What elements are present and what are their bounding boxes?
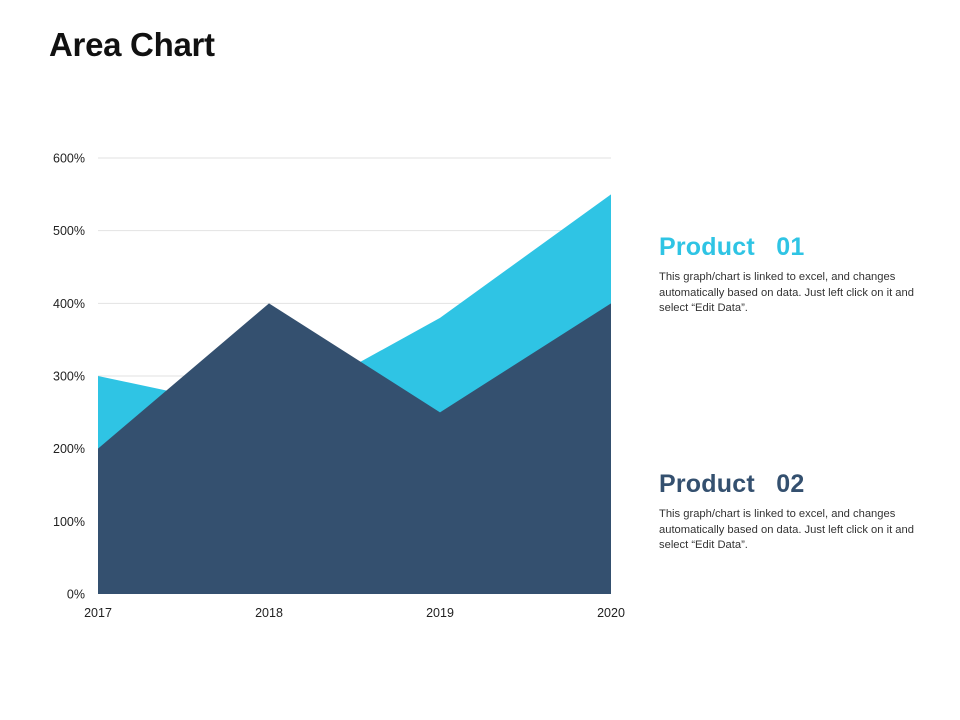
x-tick-label: 2019 xyxy=(426,606,454,620)
legend-description-product-01: This graph/chart is linked to excel, and… xyxy=(659,271,914,314)
legend-product-01: Product 01 This graph/chart is linked to… xyxy=(659,233,919,317)
page-title: Area Chart xyxy=(49,26,215,63)
y-tick-label: 600% xyxy=(53,152,85,166)
legend-product-02: Product 02 This graph/chart is linked to… xyxy=(659,470,919,554)
x-tick-label: 2017 xyxy=(84,606,112,620)
y-tick-label: 100% xyxy=(53,515,85,529)
y-tick-label: 500% xyxy=(53,224,85,238)
y-tick-label: 400% xyxy=(53,297,85,311)
x-axis-tick-labels: 2017 2018 2019 2020 xyxy=(84,606,625,620)
legend-title-product-01: Product 01 xyxy=(659,233,805,261)
legend-title-product-02: Product 02 xyxy=(659,470,805,498)
x-tick-label: 2018 xyxy=(255,606,283,620)
y-tick-label: 300% xyxy=(53,370,85,384)
y-tick-label: 0% xyxy=(67,588,85,602)
y-axis-tick-labels: 0% 100% 200% 300% 400% 500% 600% xyxy=(53,152,85,602)
legend-description-product-02: This graph/chart is linked to excel, and… xyxy=(659,508,914,551)
area-product-02[interactable] xyxy=(98,303,611,594)
x-tick-label: 2020 xyxy=(597,606,625,620)
y-tick-label: 200% xyxy=(53,442,85,456)
